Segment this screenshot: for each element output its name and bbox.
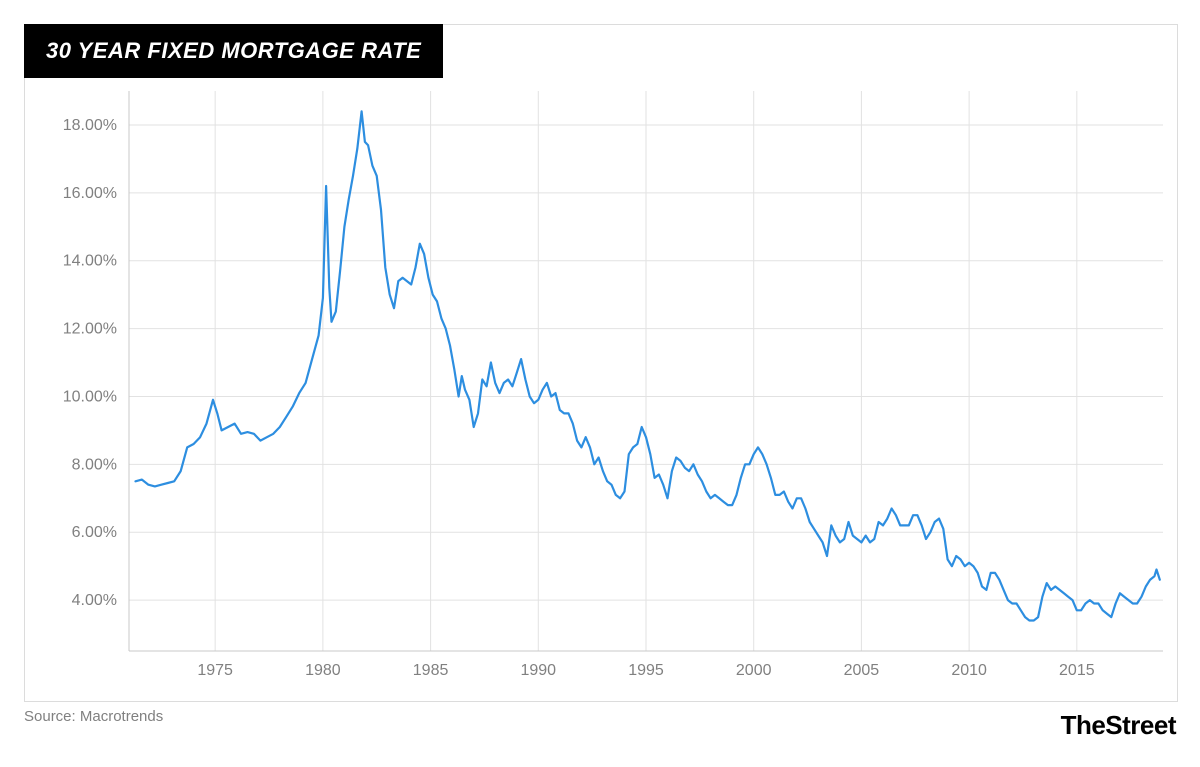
chart-footer: Source: Macrotrends TheStreet xyxy=(24,708,1176,748)
y-tick-label: 14.00% xyxy=(63,253,117,270)
x-tick-label: 1980 xyxy=(305,662,341,679)
y-tick-label: 12.00% xyxy=(63,321,117,338)
x-tick-label: 2010 xyxy=(951,662,987,679)
chart-frame: 30 YEAR FIXED MORTGAGE RATE 4.00%6.00%8.… xyxy=(24,24,1178,702)
x-tick-label: 2005 xyxy=(844,662,880,679)
x-axis-ticks: 1975 1980 1985 1990 1995 2000 2005 2010 2015 xyxy=(197,662,1094,679)
x-tick-label: 2015 xyxy=(1059,662,1095,679)
y-tick-label: 18.00% xyxy=(63,117,117,134)
source-label: Source: Macrotrends xyxy=(24,708,163,725)
y-tick-label: 4.00% xyxy=(72,592,117,609)
line-chart: 4.00% 6.00% 8.00% 10.00% 12.00% 14.00% 16.00% 1… xyxy=(25,25,1177,701)
brand-logo: TheStreet xyxy=(1061,710,1176,741)
y-tick-label: 8.00% xyxy=(72,456,117,473)
x-tick-label: 1985 xyxy=(413,662,449,679)
x-tick-label: 2000 xyxy=(736,662,772,679)
x-tick-label: 1995 xyxy=(628,662,664,679)
y-tick-label: 10.00% xyxy=(63,388,117,405)
y-axis-ticks: 4.00% 6.00% 8.00% 10.00% 12.00% 14.00% 16.00% 1… xyxy=(63,117,117,609)
gridlines xyxy=(129,91,1163,651)
x-tick-label: 1990 xyxy=(520,662,556,679)
y-tick-label: 6.00% xyxy=(72,524,117,541)
y-tick-label: 16.00% xyxy=(63,185,117,202)
mortgage-rate-series xyxy=(136,111,1160,620)
x-tick-label: 1975 xyxy=(197,662,233,679)
